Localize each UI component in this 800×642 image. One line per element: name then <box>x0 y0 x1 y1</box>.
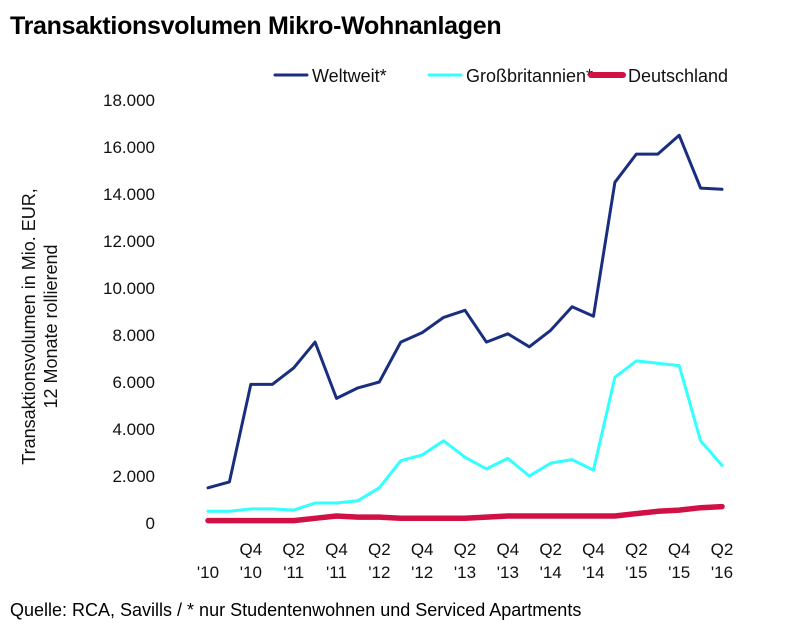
y-tick-label: 4.000 <box>112 420 155 439</box>
x-tick-label: '12 <box>411 563 433 582</box>
y-tick-label: 2.000 <box>112 467 155 486</box>
y-tick-label: 8.000 <box>112 326 155 345</box>
x-tick-label: Q4 <box>582 540 605 559</box>
y-tick-label: 10.000 <box>103 279 155 298</box>
y-axis-label: Transaktionsvolumen in Mio. EUR, 12 Monat… <box>19 188 61 464</box>
series-line-2 <box>206 359 724 513</box>
x-tick-label: '10 <box>197 563 219 582</box>
x-tick-label: '15 <box>668 563 690 582</box>
x-tick-label: Q4 <box>668 540 691 559</box>
x-tick-label: '13 <box>497 563 519 582</box>
y-tick-label: 12.000 <box>103 232 155 251</box>
y-tick-label: 16.000 <box>103 138 155 157</box>
source-note: Quelle: RCA, Savills / * nur Studentenwo… <box>10 600 582 620</box>
x-tick-label: Q2 <box>454 540 477 559</box>
y-tick-label: 6.000 <box>112 373 155 392</box>
x-tick-label: Q4 <box>411 540 434 559</box>
x-tick-label: Q2 <box>368 540 391 559</box>
x-tick-label: '10 <box>240 563 262 582</box>
legend-label: Deutschland <box>628 66 728 86</box>
x-tick-label: '11 <box>326 563 347 582</box>
x-tick-label: Q2 <box>282 540 305 559</box>
series-line-1 <box>206 133 724 490</box>
y-axis-label-line: 12 Monate rollierend <box>41 244 61 408</box>
x-tick-label: '11 <box>283 563 304 582</box>
x-tick-label: '16 <box>711 563 733 582</box>
x-tick-label: Q2 <box>625 540 648 559</box>
y-tick-label: 0 <box>146 514 155 533</box>
legend-label: Weltweit* <box>312 66 387 86</box>
x-tick-label: '14 <box>582 563 604 582</box>
x-tick-label: Q4 <box>239 540 262 559</box>
x-tick-label: '13 <box>454 563 476 582</box>
legend-label: Großbritannien* <box>466 66 593 86</box>
x-tick-label: Q4 <box>325 540 348 559</box>
y-axis-label-line: Transaktionsvolumen in Mio. EUR, <box>19 188 39 464</box>
x-tick-label: Q2 <box>711 540 734 559</box>
x-tick-label: Q4 <box>496 540 519 559</box>
y-tick-label: 18.000 <box>103 91 155 110</box>
x-tick-label: '15 <box>625 563 647 582</box>
x-tick-label: '14 <box>540 563 562 582</box>
chart-title: Transaktionsvolumen Mikro-Wohnanlagen <box>10 12 502 40</box>
x-tick-label: Q2 <box>539 540 562 559</box>
y-tick-label: 14.000 <box>103 185 155 204</box>
x-tick-label: '12 <box>368 563 390 582</box>
